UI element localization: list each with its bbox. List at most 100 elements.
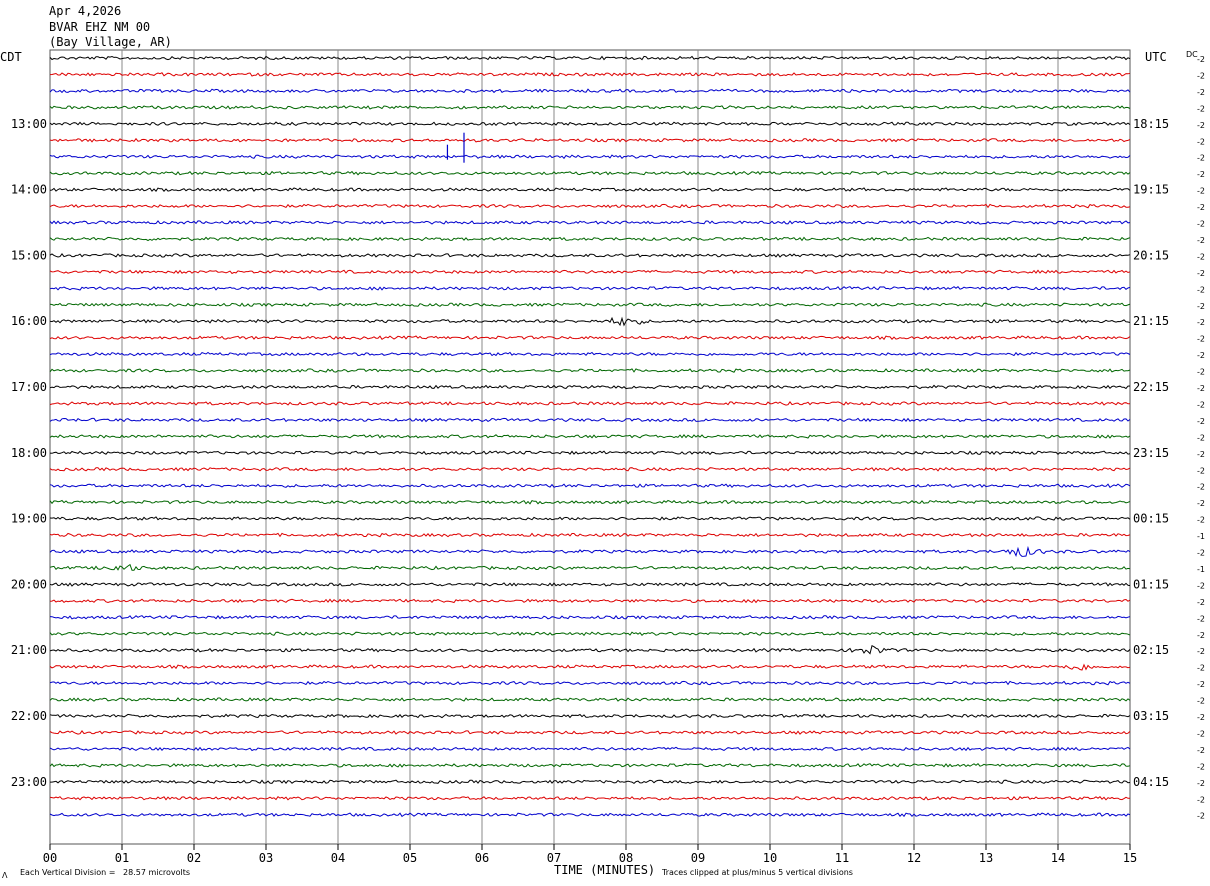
dc-offset-label: -2 [1197, 137, 1205, 146]
trace-row [49, 302, 1131, 307]
dc-offset-label: -2 [1197, 762, 1205, 771]
trace-row [49, 55, 1131, 61]
dc-offset-label: -2 [1197, 71, 1205, 80]
left-hour-label: 18:00 [11, 446, 47, 460]
trace-row [49, 72, 1131, 77]
dc-offset-label: -2 [1197, 88, 1205, 97]
right-hour-label: 03:15 [1133, 709, 1169, 723]
dc-offset-label: -2 [1197, 779, 1205, 788]
trace-row [49, 316, 1131, 327]
trace-row [49, 614, 1131, 620]
left-hour-label: 22:00 [11, 709, 47, 723]
x-tick-label: 09 [691, 851, 705, 865]
dc-offset-label: -2 [1197, 483, 1205, 492]
trace-row [49, 680, 1131, 686]
trace-row [49, 384, 1131, 390]
dc-offset-label: -2 [1197, 351, 1205, 360]
x-tick-label: 12 [907, 851, 921, 865]
trace-row [49, 88, 1131, 94]
left-hour-label: 23:00 [11, 775, 47, 789]
trace-row [49, 335, 1131, 341]
dc-offset-label: -2 [1197, 302, 1205, 311]
dc-offset-label: -2 [1197, 104, 1205, 113]
right-hour-label: 20:15 [1133, 248, 1169, 262]
trace-row [49, 730, 1131, 735]
right-timezone-label: UTC [1145, 50, 1167, 64]
trace-row [49, 220, 1131, 225]
x-tick-label: 11 [835, 851, 849, 865]
trace-row [49, 401, 1130, 406]
trace-row [49, 351, 1131, 357]
header-location: (Bay Village, AR) [49, 35, 172, 49]
dc-offset-label: -2 [1197, 680, 1205, 689]
left-hour-label: 19:00 [11, 512, 47, 526]
x-tick-label: 13 [979, 851, 993, 865]
trace-row [49, 433, 1131, 439]
x-tick-label: 06 [475, 851, 489, 865]
dc-offset-label: -2 [1197, 55, 1205, 64]
dc-offset-label: -2 [1197, 549, 1205, 558]
trace-row [49, 644, 1131, 655]
trace-row [49, 697, 1131, 702]
trace-row [49, 269, 1131, 275]
x-tick-label: 01 [115, 851, 129, 865]
trace-row [49, 532, 1131, 538]
dc-offset-label: -2 [1197, 335, 1205, 344]
dc-offset-label: -2 [1197, 581, 1205, 590]
trace-row [49, 170, 1131, 176]
dc-offset-label: -2 [1197, 285, 1205, 294]
dc-offset-label: -2 [1197, 368, 1205, 377]
right-hour-label: 23:15 [1133, 446, 1169, 460]
trace-row [49, 516, 1131, 521]
left-hour-label: 16:00 [11, 314, 47, 328]
trace-row [49, 203, 1131, 209]
trace-row [49, 137, 1131, 143]
dc-offset-label: -2 [1197, 400, 1205, 409]
dc-offset-label: -2 [1197, 812, 1205, 821]
dc-offset-label: -2 [1197, 203, 1205, 212]
x-tick-label: 02 [187, 851, 201, 865]
right-hour-label: 00:15 [1133, 512, 1169, 526]
trace-row [49, 286, 1131, 291]
right-hour-label: 19:15 [1133, 183, 1169, 197]
dc-offset-label: -2 [1197, 121, 1205, 130]
x-tick-label: 00 [43, 851, 57, 865]
dc-offset-label: -2 [1197, 433, 1205, 442]
dc-offset-label: -2 [1197, 236, 1205, 245]
dc-offset-label: -2 [1197, 697, 1205, 706]
left-hour-label: 21:00 [11, 643, 47, 657]
right-hour-label: 21:15 [1133, 314, 1169, 328]
x-tick-label: 07 [547, 851, 561, 865]
trace-row [49, 252, 1131, 258]
trace-row [49, 368, 1131, 373]
dc-offset-label: -2 [1197, 384, 1205, 393]
dc-offset-label: -2 [1197, 154, 1205, 163]
left-hour-label: 15:00 [11, 248, 47, 262]
trace-row [49, 563, 1131, 571]
trace-row [49, 467, 1131, 472]
clip-note: Traces clipped at plus/minus 5 vertical … [661, 868, 853, 877]
dc-offset-label: -2 [1197, 795, 1205, 804]
plot-frame [49, 49, 1131, 845]
dc-offset-label: -2 [1197, 466, 1205, 475]
trace-row [49, 762, 1131, 768]
dc-offset-label: -2 [1197, 318, 1205, 327]
dc-offset-label: -2 [1197, 187, 1205, 196]
dc-offset-label: -2 [1197, 252, 1205, 261]
dc-offset-label: -2 [1197, 729, 1205, 738]
left-hour-label: 17:00 [11, 380, 47, 394]
right-hour-label: 02:15 [1133, 643, 1169, 657]
trace-row [49, 236, 1131, 242]
trace-row [49, 545, 1131, 557]
dc-offset-label: -2 [1197, 499, 1205, 508]
trace-row [49, 417, 1131, 423]
trace-row [49, 582, 1131, 587]
right-hour-label: 01:15 [1133, 577, 1169, 591]
header-station: BVAR EHZ NM 00 [49, 20, 151, 34]
right-hour-label: 18:15 [1133, 117, 1169, 131]
x-tick-label: 15 [1123, 851, 1137, 865]
trace-row [49, 450, 1131, 456]
dc-offset-label: -2 [1197, 746, 1205, 755]
dc-offset-label: -2 [1197, 417, 1205, 426]
dc-offset-label: -2 [1197, 220, 1205, 229]
